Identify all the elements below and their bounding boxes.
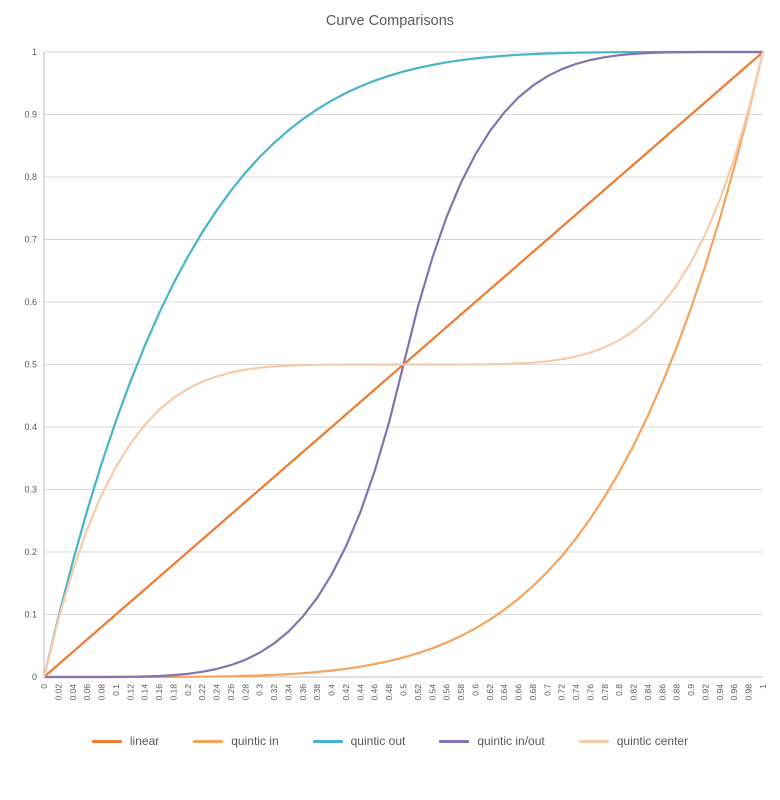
y-tick-label: 0 (32, 672, 37, 682)
x-tick-label: 0.26 (226, 684, 236, 701)
x-tick-label: 0.36 (298, 684, 308, 701)
legend-marker-quintic-in (193, 739, 224, 743)
legend-item-linear[interactable]: linear (91, 734, 160, 748)
legend-label-quintic-out: quintic out (350, 734, 406, 748)
x-tick-label: 0.24 (212, 684, 222, 701)
y-tick-label: 1 (32, 47, 37, 57)
x-tick-label: 0.12 (125, 684, 135, 701)
x-tick-label: 0.32 (269, 684, 279, 701)
x-tick-label: 0.54 (427, 684, 437, 701)
x-tick-label: 0.56 (442, 684, 452, 701)
x-tick-label: 0.74 (571, 684, 581, 701)
x-tick-label: 0.64 (499, 684, 509, 701)
legend-label-linear: linear (129, 734, 160, 748)
chart-title: Curve Comparisons (325, 13, 455, 29)
chart-legend: linear quintic in quintic out quintic in/ou… (0, 734, 780, 748)
x-tick-label: 0.52 (413, 684, 423, 701)
y-tick-label: 0.5 (24, 360, 37, 370)
x-tick-label: 0.6 (470, 684, 480, 696)
x-tick-label: 0.44 (355, 684, 365, 701)
x-tick-label: 0.98 (744, 684, 754, 701)
x-tick-label: 0.96 (729, 684, 739, 701)
x-tick-label: 0.18 (168, 684, 178, 701)
legend-marker-quintic-center (578, 739, 609, 743)
x-tick-label: 0.66 (514, 684, 524, 701)
x-tick-label: 0.9 (686, 684, 696, 696)
y-tick-label: 0.1 (24, 610, 37, 620)
legend-label-quintic-center: quintic center (616, 734, 689, 748)
x-tick-label: 0.48 (384, 684, 394, 701)
x-tick-label: 0.4 (327, 684, 337, 696)
x-tick-label: 0.42 (341, 684, 351, 701)
legend-label-quintic-in-out: quintic in/out (477, 734, 545, 748)
x-tick-label: 0 (39, 684, 49, 689)
x-tick-label: 0.8 (614, 684, 624, 696)
legend-item-quintic-in[interactable]: quintic in (193, 734, 279, 748)
x-tick-label: 0.38 (312, 684, 322, 701)
x-tick-label: 0.46 (370, 684, 380, 701)
x-tick-label: 0.82 (629, 684, 639, 701)
x-tick-label: 0.62 (485, 684, 495, 701)
x-tick-label: 0.58 (456, 684, 466, 701)
y-tick-label: 0.9 (24, 110, 37, 120)
x-tick-label: 0.5 (399, 684, 409, 696)
x-tick-label: 0.08 (97, 684, 107, 701)
y-tick-label: 0.2 (24, 547, 37, 557)
x-tick-label: 0.34 (283, 684, 293, 701)
x-tick-label: 0.02 (53, 684, 63, 701)
y-tick-label: 0.8 (24, 172, 37, 182)
x-tick-label: 1 (758, 684, 768, 689)
x-tick-label: 0.04 (68, 684, 78, 701)
x-tick-label: 0.3 (255, 684, 265, 696)
y-tick-label: 0.3 (24, 485, 37, 495)
series-line-quintic-in (42, 50, 765, 679)
x-tick-label: 0.68 (528, 684, 538, 701)
x-tick-label: 0.72 (557, 684, 567, 701)
series-line-quintic-out (42, 50, 765, 679)
series-line-quintic-center (42, 50, 765, 679)
x-tick-label: 0.1 (111, 684, 121, 696)
x-tick-label: 0.84 (643, 684, 653, 701)
x-tick-label: 0.76 (585, 684, 595, 701)
legend-item-quintic-center[interactable]: quintic center (578, 734, 689, 748)
legend-label-quintic-in: quintic in (231, 734, 279, 748)
legend-marker-quintic-out (312, 739, 343, 743)
x-tick-label: 0.16 (154, 684, 164, 701)
chart-area: 0 0.1 0.2 0.3 0.4 0.5 0.6 0.7 0.8 0.9 1 0 0.02 0.04 0.… (24, 47, 768, 701)
y-tick-label: 0.7 (24, 235, 37, 245)
legend-item-quintic-in-out[interactable]: quintic in/out (439, 734, 545, 748)
x-tick-label: 0.78 (600, 684, 610, 701)
x-tick-label: 0.22 (197, 684, 207, 701)
x-tick-label: 0.86 (657, 684, 667, 701)
y-tick-label: 0.6 (24, 297, 37, 307)
legend-marker-quintic-in-out (439, 739, 470, 743)
legend-item-quintic-out[interactable]: quintic out (312, 734, 406, 748)
x-tick-label: 0.7 (542, 684, 552, 696)
x-tick-label: 0.88 (672, 684, 682, 701)
legend-marker-linear (91, 739, 122, 743)
x-tick-label: 0.06 (82, 684, 92, 701)
x-tick-label: 0.2 (183, 684, 193, 696)
x-tick-label: 0.92 (700, 684, 710, 701)
x-tick-label: 0.94 (715, 684, 725, 701)
x-tick-label: 0.14 (140, 684, 150, 701)
x-tick-label: 0.28 (240, 684, 250, 701)
y-tick-label: 0.4 (24, 422, 37, 432)
